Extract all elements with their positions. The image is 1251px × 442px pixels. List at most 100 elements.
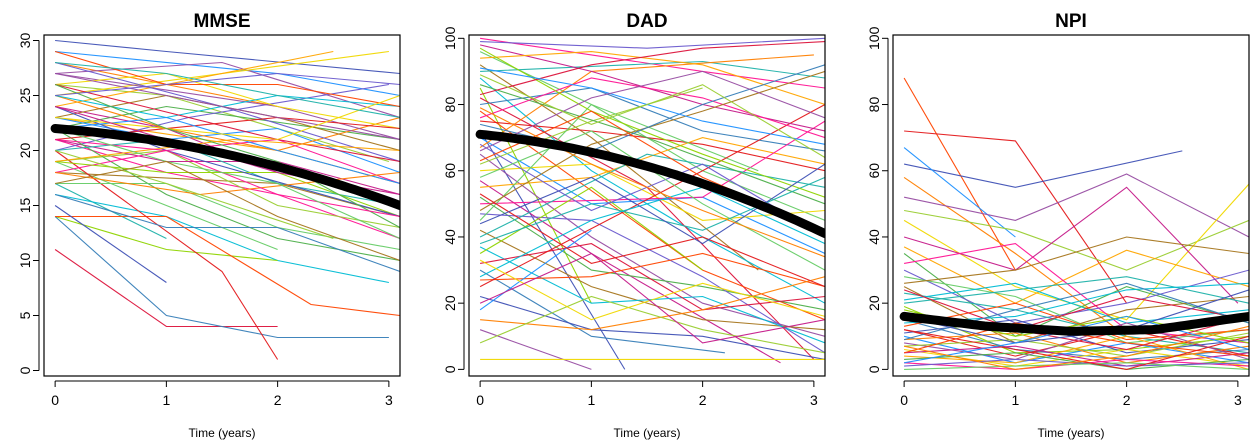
mmse-panel: MMSE 0 1 2 3 Time (years) 0 5 10 15 20 25 30: [17, 11, 401, 440]
dad-y-tick-label: 60: [442, 163, 458, 179]
dad-x-axis-label: Time (years): [614, 426, 681, 440]
npi-trajectory-line: [903, 325, 1249, 370]
npi-trajectory-line: [904, 329, 1249, 370]
mmse-trajectory-line: [54, 193, 400, 273]
dad-trajectory-line: [480, 276, 825, 331]
npi-trajectory-line: [904, 345, 1249, 367]
dad-y-tick-label: 20: [442, 295, 458, 311]
dad-trajectory-line: [479, 229, 592, 311]
mmse-x-axis-label: Time (years): [189, 426, 256, 440]
dad-chart-title: DAD: [626, 11, 667, 32]
npi-y-axis: 0 20 40 60 80 100: [866, 26, 889, 373]
mmse-trajectory-line: [54, 216, 389, 339]
dad-trajectory-line: [480, 213, 825, 354]
mmse-trajectory-line: [54, 160, 400, 262]
dad-trajectory-line: [480, 120, 825, 205]
dad-y-tick-label: 80: [442, 97, 458, 113]
npi-trajectory-line: [904, 276, 1249, 304]
mmse-x-axis: 0 1 2 3: [51, 380, 393, 408]
dad-trajectory-line: [479, 295, 825, 354]
npi-y-tick-label: 100: [866, 26, 882, 50]
dad-y-tick-label: 40: [442, 229, 458, 245]
npi-chart-title: NPI: [1055, 11, 1087, 32]
mmse-y-tick-label: 20: [17, 143, 33, 159]
mmse-y-tick-label: 25: [17, 88, 33, 104]
dad-x-tick-label: 0: [476, 392, 484, 408]
npi-trajectory-line: [904, 332, 1249, 357]
dad-trajectory-line: [479, 269, 725, 354]
mmse-trajectory-line: [54, 205, 167, 283]
dad-y-tick-label: 100: [442, 26, 458, 50]
npi-trajectory-line: [903, 77, 1016, 271]
dad-trajectory-line: [479, 64, 759, 271]
dad-trajectory-line: [480, 37, 825, 49]
npi-x-tick-label: 1: [1011, 392, 1019, 408]
mmse-trajectory-line: [55, 72, 400, 97]
dad-x-axis: 0 1 2 3: [476, 380, 818, 408]
mmse-trajectory-line: [55, 61, 400, 119]
dad-trajectory-line: [479, 329, 592, 370]
npi-x-axis: 0 1 2 3: [900, 380, 1242, 408]
dad-trajectory-line: [479, 104, 825, 288]
npi-plot-frame: [892, 34, 1250, 377]
mmse-trajectory-line: [54, 72, 400, 141]
mmse-x-tick-label: 1: [162, 392, 170, 408]
dad-x-tick-label: 1: [587, 392, 595, 408]
mmse-trajectory-line: [55, 149, 400, 229]
dad-trajectory-line: [479, 186, 703, 271]
mmse-trajectory-line: [54, 127, 400, 240]
dad-trajectory-line: [479, 87, 703, 165]
dad-trajectory-line: [480, 252, 825, 288]
dad-y-axis: 0 20 40 60 80 100: [442, 26, 465, 373]
npi-trajectory-line: [903, 246, 1249, 304]
mmse-trajectory-line: [54, 83, 400, 228]
dad-trajectory-line: [479, 186, 825, 278]
mmse-trajectory-line: [54, 215, 278, 262]
dad-trajectory-line: [479, 137, 825, 254]
mmse-trajectory-line: [55, 138, 400, 163]
npi-trajectory-line: [903, 253, 1249, 337]
npi-y-tick-label: 40: [866, 229, 882, 245]
npi-trajectory-line: [904, 282, 1249, 324]
mmse-trajectory-line: [54, 150, 279, 360]
npi-trajectory-line: [903, 176, 1127, 337]
dad-trajectory-line: [479, 252, 825, 344]
mmse-trajectory-line: [55, 61, 400, 119]
dad-trajectory-line: [479, 259, 825, 321]
npi-trajectory-line: [904, 282, 1249, 324]
npi-mean-curve: [899, 311, 1249, 336]
npi-series-group: [899, 77, 1249, 370]
npi-trajectory-line: [903, 289, 1249, 344]
npi-x-tick-label: 3: [1234, 392, 1242, 408]
dad-panel: DAD 0 1 2 3 Time (years) 0 20 40 60 80 100: [442, 11, 826, 440]
dad-trajectory-line: [480, 37, 825, 89]
dad-trajectory-line: [479, 70, 825, 152]
npi-panel: NPI 0 1 2 3 Time (years) 0 20 40 60 80 100: [866, 11, 1250, 440]
dad-trajectory-line: [480, 243, 825, 311]
mmse-trajectory-line: [55, 39, 400, 75]
npi-trajectory-line: [903, 147, 1016, 238]
npi-trajectory-line: [904, 362, 1249, 370]
mmse-x-tick-label: 0: [51, 392, 59, 408]
npi-trajectory-line: [903, 173, 1249, 238]
npi-y-tick-label: 0: [866, 365, 882, 373]
npi-x-tick-label: 0: [900, 392, 908, 408]
dad-trajectory-line: [479, 246, 825, 344]
dad-trajectory-line: [479, 295, 825, 360]
npi-y-tick-label: 60: [866, 163, 882, 179]
mmse-series-group: [50, 39, 400, 360]
dad-trajectory-line: [479, 77, 825, 139]
mmse-x-tick-label: 2: [274, 392, 282, 408]
mmse-x-tick-label: 3: [385, 392, 393, 408]
npi-y-tick-label: 20: [866, 295, 882, 311]
dad-x-tick-label: 2: [699, 392, 707, 408]
dad-trajectory-line: [480, 87, 825, 152]
dad-trajectory-line: [479, 229, 825, 331]
npi-trajectory-line: [904, 236, 1249, 284]
mmse-trajectory-line: [54, 249, 278, 328]
mmse-chart-title: MMSE: [194, 11, 251, 32]
mmse-trajectory-line: [55, 215, 400, 317]
npi-trajectory-line: [903, 150, 1183, 188]
npi-trajectory-line: [904, 130, 1128, 304]
